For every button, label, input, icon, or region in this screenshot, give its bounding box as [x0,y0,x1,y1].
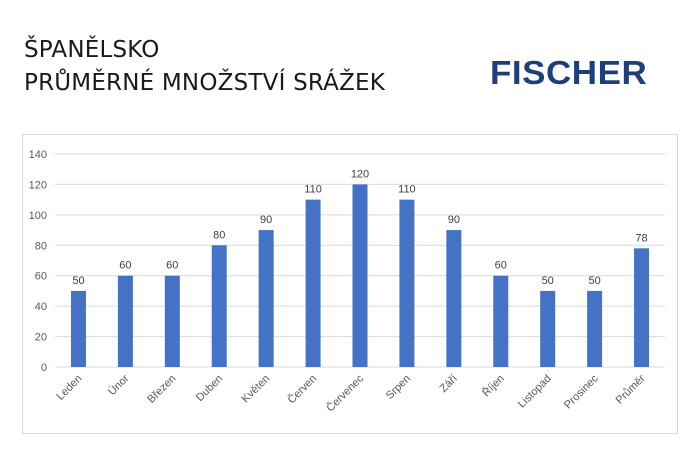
x-tick-label: Listopad [516,373,554,411]
data-label: 90 [260,214,272,226]
chart-frame [22,134,678,434]
x-tick-label: Září [438,373,460,395]
y-tick-label: 0 [41,362,47,374]
data-label: 60 [119,260,131,272]
x-tick-label: Květen [240,373,273,406]
data-label: 110 [398,184,416,196]
y-tick-label: 40 [35,301,47,313]
data-label: 60 [166,260,178,272]
data-label: 60 [495,260,507,272]
x-tick-label: Červenec [324,372,367,415]
data-label: 50 [72,275,84,287]
x-tick-label: Říjen [480,372,507,399]
x-tick-label: Leden [54,373,84,403]
data-label: 50 [588,275,600,287]
y-tick-label: 140 [29,149,47,161]
y-tick-label: 100 [29,210,47,222]
x-tick-label: Duben [194,373,225,404]
bar [258,230,274,367]
x-tick-label: Srpen [384,373,413,402]
bar [446,230,462,367]
x-tick-label: Červen [285,372,319,406]
data-label: 120 [351,168,369,180]
y-tick-label: 80 [35,240,47,252]
bar [164,275,180,367]
x-tick-label: Únor [105,372,131,398]
data-label: 110 [304,184,322,196]
title-line-country: ŠPANĚLSKO [24,37,160,63]
bar [305,199,321,367]
x-tick-label: Prosinec [562,372,601,411]
bar [399,199,415,367]
page-title: ŠPANĚLSKO PRŮMĚRNÉ MNOŽSTVÍ SRÁŽEK [24,34,385,100]
bar [352,184,368,367]
title-line-subtitle: PRŮMĚRNÉ MNOŽSTVÍ SRÁŽEK [24,70,386,96]
bar [117,275,133,367]
data-label: 50 [542,275,554,287]
bar [587,290,603,367]
bar [70,290,86,367]
y-tick-label: 60 [35,271,47,283]
bar [493,275,509,367]
data-label: 90 [448,214,460,226]
data-label: 78 [635,232,647,244]
data-label: 80 [213,229,225,241]
bar [634,248,650,367]
y-tick-label: 20 [35,332,47,344]
brand-logo: FISCHER [490,54,648,91]
x-tick-label: Průměr [614,372,648,406]
bar [540,290,556,367]
x-tick-label: Březen [145,373,178,406]
bar [211,245,227,367]
y-tick-label: 120 [29,179,47,191]
